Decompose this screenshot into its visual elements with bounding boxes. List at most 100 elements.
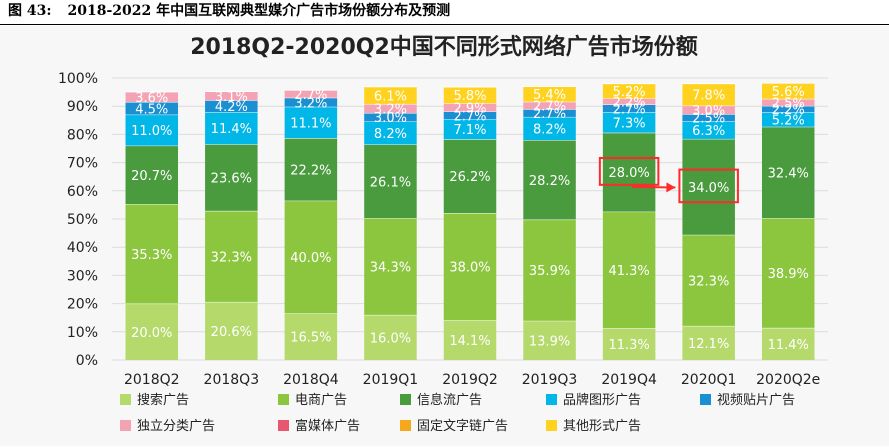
data-label: 8.2% [374,127,407,142]
bar-segment [205,210,258,302]
bar-segment [205,301,258,360]
bar-segment [523,219,576,321]
y-tick-label: 30% [67,268,98,284]
data-label: 2.7% [533,107,566,122]
data-label: 3.0% [692,104,725,119]
data-label: 2.9% [453,101,486,116]
data-label: 5.2% [772,113,805,128]
bar-segment [761,126,815,219]
bar-segment [682,121,735,139]
x-tick-label: 2019Q2 [442,372,498,388]
bar-segment [284,138,338,201]
data-label: 32.3% [211,250,252,265]
data-label: 2.7% [453,109,486,124]
bar-segment [523,101,576,110]
data-label: 6.1% [374,89,407,104]
data-label: 3.2% [374,102,407,117]
bar-segment [523,86,576,102]
bar-segment [443,111,497,120]
legend-label: 其他形式广告 [563,419,641,434]
data-label: 3.2% [294,96,327,111]
data-label: 3.6% [135,91,168,106]
data-label: 26.2% [449,170,490,185]
data-label: 3.0% [374,111,407,126]
bar-segment [125,303,179,360]
data-label: 11.4% [768,338,809,353]
data-label: 6.3% [692,124,725,139]
data-label: 11.4% [211,122,252,137]
legend-label: 搜索广告 [137,393,189,408]
highlight-box [678,168,739,204]
legend-swatch [546,420,557,431]
chart-title: 2018Q2-2020Q2中国不同形式网络广告市场份额 [190,34,698,60]
data-label: 3.1% [215,90,248,105]
data-label: 23.6% [211,172,252,187]
data-label: 11.3% [608,338,649,353]
data-label: 28.2% [529,174,570,189]
legend-label: 独立分类广告 [137,419,215,434]
legend-swatch [278,420,289,431]
x-tick-label: 2018Q4 [283,372,339,388]
data-label: 5.8% [453,89,486,104]
x-tick-label: 2019Q3 [522,372,578,388]
highlight-annotations [598,156,739,204]
bar-segment [523,320,576,360]
bar-segment [523,116,576,141]
bars [125,82,815,360]
data-label: 20.0% [131,326,172,341]
bar-segment [284,90,338,98]
legend-label: 电商广告 [295,393,347,408]
bar-segment [523,140,576,220]
x-tick-label: 2018Q2 [124,372,180,388]
data-label: 38.0% [449,261,490,276]
x-tick-label: 2018Q3 [204,372,260,388]
x-tick-label: 2019Q1 [363,372,419,388]
legend-swatch [120,394,131,405]
legend-label: 富媒体广告 [295,418,360,434]
data-label: 34.3% [370,261,411,276]
legend-swatch [120,420,131,431]
figure-caption-text: 2018-2022 年中国互联网典型媒介广告市场份额分布及预测 [67,3,451,19]
y-tick-label: 10% [67,325,98,341]
bar-segment [761,105,815,113]
data-label: 11.1% [290,116,331,131]
legend-label: 固定文字链广告 [417,419,508,434]
bar-segment [602,211,656,329]
bar-segment [443,320,497,360]
bar-segment [761,112,815,127]
data-label: 2.2% [772,103,805,118]
x-tick-label: 2020Q2e [756,372,820,388]
bar-segment [205,100,258,113]
bar-segment [682,105,735,115]
data-label: 40.0% [290,251,331,266]
data-label: 8.2% [533,122,566,137]
data-labels: 20.0% 35.3% 20.7% 11.0% 4.5%3.6% 20.6% 32.3% 23… [131,85,809,353]
data-label: 28.0% [608,166,649,181]
y-tick-label: 20% [67,297,98,313]
y-tick-label: 60% [67,184,98,200]
legend-label: 信息流广告 [417,392,482,408]
chart-frame: 2018Q2-2020Q2中国不同形式网络广告市场份额 0% 10% 20% 30% 4… [0,26,889,446]
bar-segment [602,112,656,133]
x-tick-label: 2020Q1 [681,372,737,388]
data-label: 34.0% [688,181,729,196]
bar-segment [443,213,497,321]
data-label: 5.6% [772,85,805,100]
data-label: 20.6% [211,325,252,340]
bar-segment [443,103,497,112]
bar-segment [602,98,656,105]
data-label: 16.5% [290,331,331,346]
data-label: 7.3% [613,116,646,131]
bar-segment [125,145,179,205]
bar-segment [761,83,815,99]
legend-swatch [700,394,711,405]
data-label: 2.7% [613,102,646,117]
highlight-box [598,156,660,186]
bar-segment [761,327,815,360]
bar-segment [682,234,735,326]
legend-label: 视频贴片广告 [717,393,795,408]
data-label: 5.2% [613,85,646,100]
data-label: 2.7% [294,88,327,103]
data-label: 13.9% [529,334,570,349]
